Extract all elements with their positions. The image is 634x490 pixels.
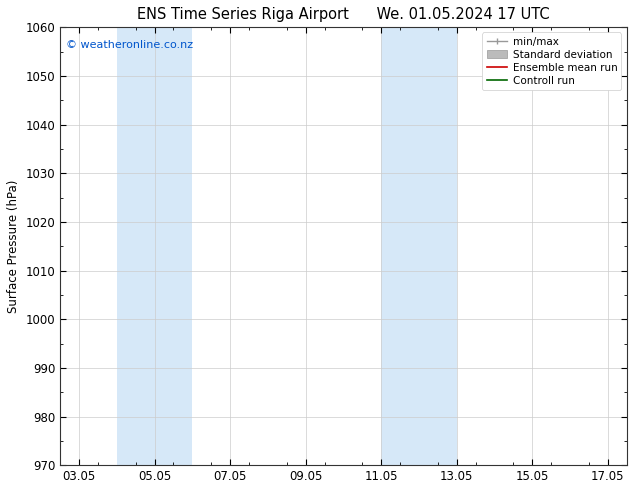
Text: © weatheronline.co.nz: © weatheronline.co.nz: [66, 40, 193, 50]
Title: ENS Time Series Riga Airport      We. 01.05.2024 17 UTC: ENS Time Series Riga Airport We. 01.05.2…: [137, 7, 550, 22]
Legend: min/max, Standard deviation, Ensemble mean run, Controll run: min/max, Standard deviation, Ensemble me…: [482, 32, 621, 90]
Bar: [381, 27, 456, 465]
Bar: [117, 27, 192, 465]
Y-axis label: Surface Pressure (hPa): Surface Pressure (hPa): [7, 179, 20, 313]
